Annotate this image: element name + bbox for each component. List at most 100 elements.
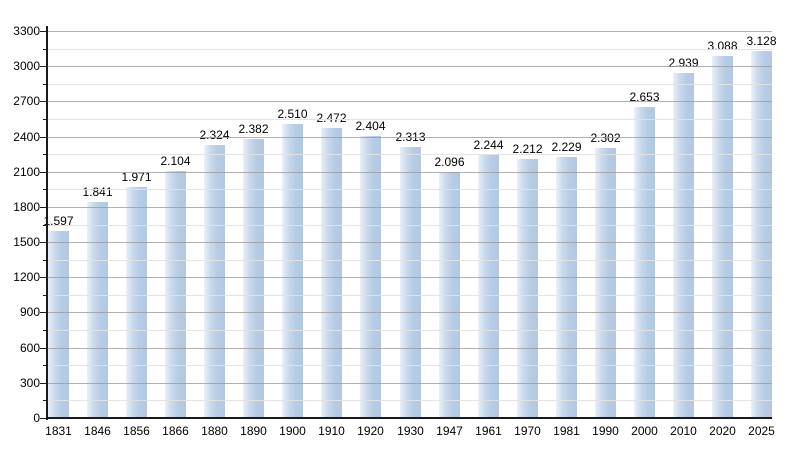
bar-slot-1831: 1.597 1831	[43, 31, 73, 438]
bar-slot-2010: 2.939 2010	[668, 31, 698, 438]
bar-slot-2020: 3.088 2020	[707, 31, 737, 438]
y-tick-label: 300	[19, 376, 40, 390]
bar-1930	[400, 147, 421, 418]
bar-2010	[673, 73, 694, 418]
y-tick-label: 2700	[13, 94, 40, 108]
y-tick-label: 2100	[13, 165, 40, 179]
bar-value-label: 2.104	[160, 154, 191, 168]
gridline-minor	[48, 330, 772, 331]
bar-value-label: 2.212	[512, 142, 543, 156]
x-tick-label: 1920	[357, 424, 384, 438]
gridline-minor	[48, 189, 772, 190]
bar-value-label: 2.324	[199, 128, 230, 142]
gridline-major	[48, 31, 772, 32]
gridline-minor	[48, 154, 772, 155]
y-tick-label: 900	[19, 305, 40, 319]
bar-2020	[712, 56, 733, 418]
bar-value-label: 2.653	[629, 90, 660, 104]
gridline-major	[48, 137, 772, 138]
x-tick-label: 1866	[162, 424, 189, 438]
bar-slot-1856: 1.971 1856	[121, 31, 151, 438]
bar-value-label: 2.313	[395, 130, 426, 144]
y-tick-major	[40, 418, 47, 419]
gridline-minor	[48, 295, 772, 296]
bar-slot-1880: 2.324 1880	[199, 31, 229, 438]
gridline-major	[48, 172, 772, 173]
bar-1831	[48, 231, 69, 418]
bar-1866	[165, 171, 186, 418]
bar-value-label: 2.472	[316, 111, 347, 125]
bar-value-label: 2.302	[590, 131, 621, 145]
y-tick-major	[40, 207, 47, 208]
y-tick-label: 1800	[13, 200, 40, 214]
x-axis-line	[46, 417, 772, 419]
bar-slot-1970: 2.212 1970	[512, 31, 542, 438]
x-tick-label: 2000	[631, 424, 658, 438]
bar-1856	[126, 187, 147, 418]
bar-slot-1947: 2.096 1947	[434, 31, 464, 438]
x-tick-label: 1990	[592, 424, 619, 438]
y-tick-minor	[43, 400, 47, 401]
bar-slot-1866: 2.104 1866	[160, 31, 190, 438]
bar-slot-2000: 2.653 2000	[629, 31, 659, 438]
bar-value-label: 2.404	[355, 119, 386, 133]
bar-1947	[439, 172, 460, 418]
x-tick-label: 1930	[397, 424, 424, 438]
gridline-minor	[48, 260, 772, 261]
bar-slot-1890: 2.382 1890	[238, 31, 268, 438]
y-tick-major	[40, 312, 47, 313]
gridline-major	[48, 277, 772, 278]
bar-slot-1961: 2.244 1961	[473, 31, 503, 438]
bar-slot-1910: 2.472 1910	[316, 31, 346, 438]
y-tick-major	[40, 242, 47, 243]
gridline-major	[48, 242, 772, 243]
y-tick-minor	[43, 84, 47, 85]
gridline-minor	[48, 400, 772, 401]
y-tick-label: 0	[33, 411, 40, 425]
y-tick-minor	[43, 295, 47, 296]
y-tick-minor	[43, 260, 47, 261]
bar-1890	[243, 139, 264, 418]
y-tick-minor	[43, 49, 47, 50]
bar-1910	[321, 128, 342, 418]
bar-1981	[556, 157, 577, 418]
bar-value-label: 1.971	[121, 170, 152, 184]
bar-1990	[595, 148, 616, 418]
bar-value-label: 2.939	[668, 56, 699, 70]
y-tick-label: 3300	[13, 24, 40, 38]
gridline-minor	[48, 49, 772, 50]
bar-value-label: 3.128	[746, 34, 777, 48]
bar-slot-1981: 2.229 1981	[551, 31, 581, 438]
bar-1920	[360, 136, 381, 418]
gridline-major	[48, 66, 772, 67]
y-tick-minor	[43, 365, 47, 366]
y-tick-major	[40, 101, 47, 102]
x-tick-label: 2020	[709, 424, 736, 438]
x-tick-label: 1910	[318, 424, 345, 438]
x-tick-label: 1900	[279, 424, 306, 438]
y-tick-major	[40, 277, 47, 278]
gridline-major	[48, 101, 772, 102]
gridline-minor	[48, 119, 772, 120]
y-tick-major	[40, 31, 47, 32]
bar-slot-1930: 2.313 1930	[395, 31, 425, 438]
bar-value-label: 3.088	[707, 39, 738, 53]
gridline-major	[48, 207, 772, 208]
bar-slot-1920: 2.404 1920	[355, 31, 385, 438]
gridline-major	[48, 348, 772, 349]
gridline-major	[48, 383, 772, 384]
y-axis-line	[46, 26, 48, 420]
bar-2025	[751, 51, 772, 418]
gridline-minor	[48, 84, 772, 85]
y-tick-label: 600	[19, 341, 40, 355]
y-tick-label: 2400	[13, 130, 40, 144]
y-tick-label: 1500	[13, 235, 40, 249]
y-tick-major	[40, 172, 47, 173]
bar-1846	[87, 202, 108, 418]
bar-value-label: 2.510	[277, 107, 308, 121]
gridline-minor	[48, 365, 772, 366]
y-tick-label: 1200	[13, 270, 40, 284]
